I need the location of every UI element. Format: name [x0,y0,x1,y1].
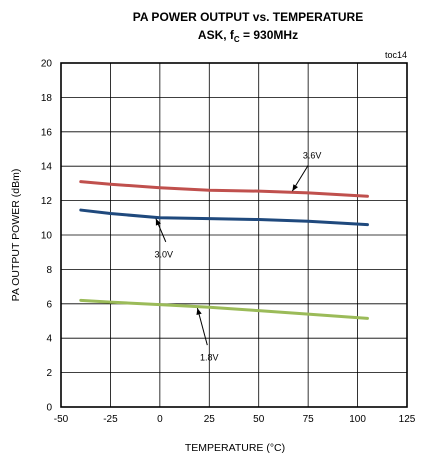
annotation-arrowhead [196,308,202,316]
series-line-1-8v [79,298,369,320]
chart-subtitle: ASK, fC = 930MHz [198,28,298,44]
y-axis-ticks: 0 2 4 6 8 10 12 14 16 18 20 [41,59,53,414]
x-tick-label: 100 [349,414,366,425]
subtitle-prefix: ASK, f [198,28,235,42]
x-tick-label: 50 [253,414,265,425]
series-line-3-0v [79,208,369,227]
x-axis-ticks: -50 -25 0 25 50 75 100 125 [54,414,416,425]
y-tick-label: 8 [46,265,52,276]
x-tick-label: 75 [303,414,315,425]
annotation-label: 1.8V [200,353,219,363]
annotations: 3.6V 3.0V 1.8V [155,150,322,362]
annotation-label: 3.6V [303,150,322,160]
x-tick-label: 125 [399,414,416,425]
annotation-arrowhead [155,218,161,226]
x-tick-label: -50 [54,414,69,425]
y-tick-label: 16 [41,127,53,138]
y-tick-label: 12 [41,196,53,207]
x-axis-label: TEMPERATURE (°C) [185,442,285,454]
series-line-3-6v [79,180,369,198]
x-tick-label: 25 [204,414,216,425]
plot-frame [60,62,408,408]
y-tick-label: 6 [46,299,52,310]
annotation-arrowhead [292,184,299,192]
x-tick-label: -25 [103,414,118,425]
y-tick-label: 14 [41,162,53,173]
y-tick-label: 18 [41,93,53,104]
y-tick-label: 2 [46,368,52,379]
grid-lines [60,62,408,408]
subtitle-suffix: = 930MHz [240,28,298,42]
y-tick-label: 10 [41,231,53,242]
x-tick-label: 0 [157,414,163,425]
annotation-label: 3.0V [155,249,174,259]
series-lines [79,180,369,320]
y-axis-label: PA OUTPUT POWER (dBm) [10,169,22,302]
subtitle-subscript: C [234,35,240,44]
y-tick-label: 0 [46,403,52,414]
figure-id: toc14 [385,50,407,60]
chart-title: PA POWER OUTPUT vs. TEMPERATURE [133,10,363,24]
y-tick-label: 4 [46,334,52,345]
y-tick-label: 20 [41,59,53,70]
